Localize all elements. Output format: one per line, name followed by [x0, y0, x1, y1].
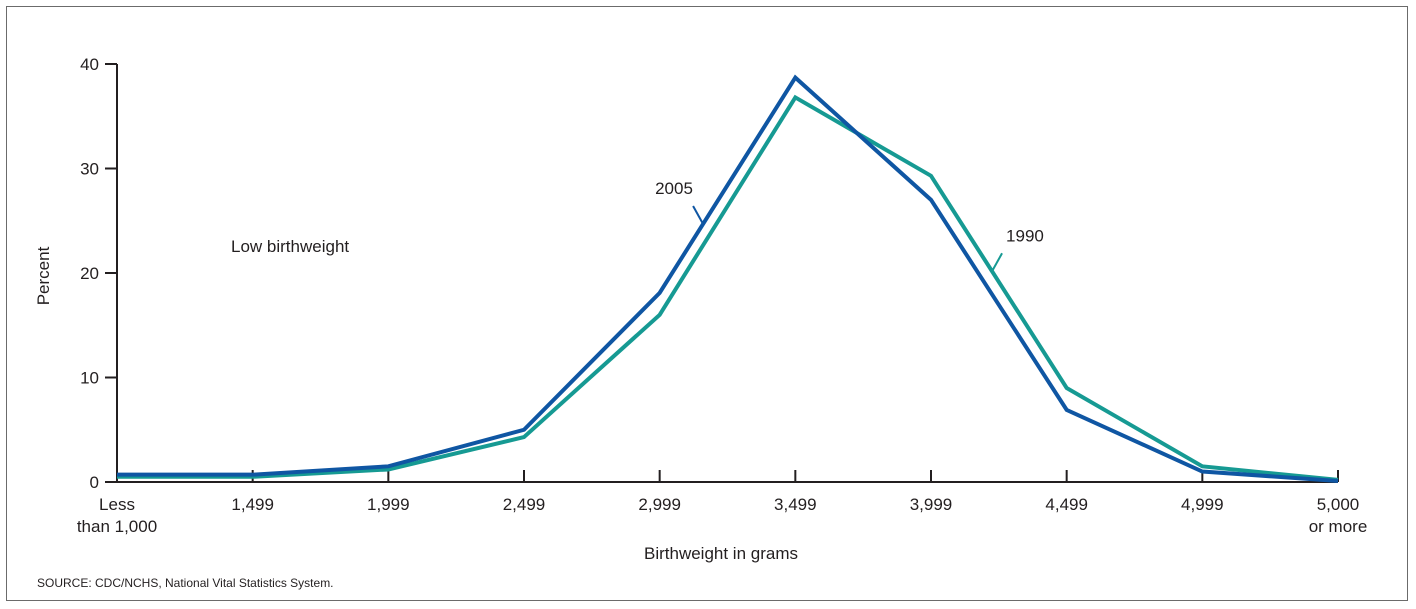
x-axis-ticks: Less than 1,000 1,499 1,999 2,499 2,999 3,499 3… — [77, 470, 1367, 536]
x-tick-label: 4,499 — [1045, 495, 1088, 514]
series-label-2005: 2005 — [655, 179, 693, 198]
series-line-1990 — [117, 94, 1339, 482]
x-tick-label: Less than 1,000 — [77, 495, 157, 536]
y-tick-label: 10 — [80, 369, 99, 388]
x-tick-label: 1,999 — [367, 495, 410, 514]
y-axis-ticks: 0 10 20 30 40 — [80, 55, 117, 492]
line-chart: 0 10 20 30 40 Less than 1,000 1,499 1,999 2,499 2… — [34, 55, 1367, 590]
x-axis-title: Birthweight in grams — [644, 544, 798, 563]
x-tick-label: 1,499 — [231, 495, 274, 514]
y-tick-label: 0 — [90, 473, 99, 492]
chart-frame: 0 10 20 30 40 Less than 1,000 1,499 1,999 2,499 2… — [6, 6, 1408, 601]
x-tick-label: 2,499 — [503, 495, 546, 514]
x-tick-label: 2,999 — [638, 495, 681, 514]
y-tick-label: 40 — [80, 55, 99, 74]
series-labels: 2005 1990 — [655, 179, 1044, 272]
y-tick-label: 20 — [80, 264, 99, 283]
x-tick-label: 5,000 or more — [1309, 495, 1368, 536]
series-label-leader-2005 — [692, 205, 704, 225]
x-tick-label: 3,999 — [910, 495, 953, 514]
series-line-2005 — [117, 74, 1339, 483]
source-note: SOURCE: CDC/NCHS, National Vital Statist… — [37, 576, 334, 590]
y-tick-label: 30 — [80, 160, 99, 179]
low-birthweight-annotation: Low birthweight — [231, 237, 349, 256]
series-label-leader-1990 — [991, 252, 1003, 272]
series-lines — [117, 74, 1339, 483]
y-axis-title: Percent — [34, 246, 53, 305]
x-tick-label: 3,499 — [774, 495, 817, 514]
series-label-1990: 1990 — [1006, 226, 1044, 245]
x-tick-label: 4,999 — [1181, 495, 1224, 514]
